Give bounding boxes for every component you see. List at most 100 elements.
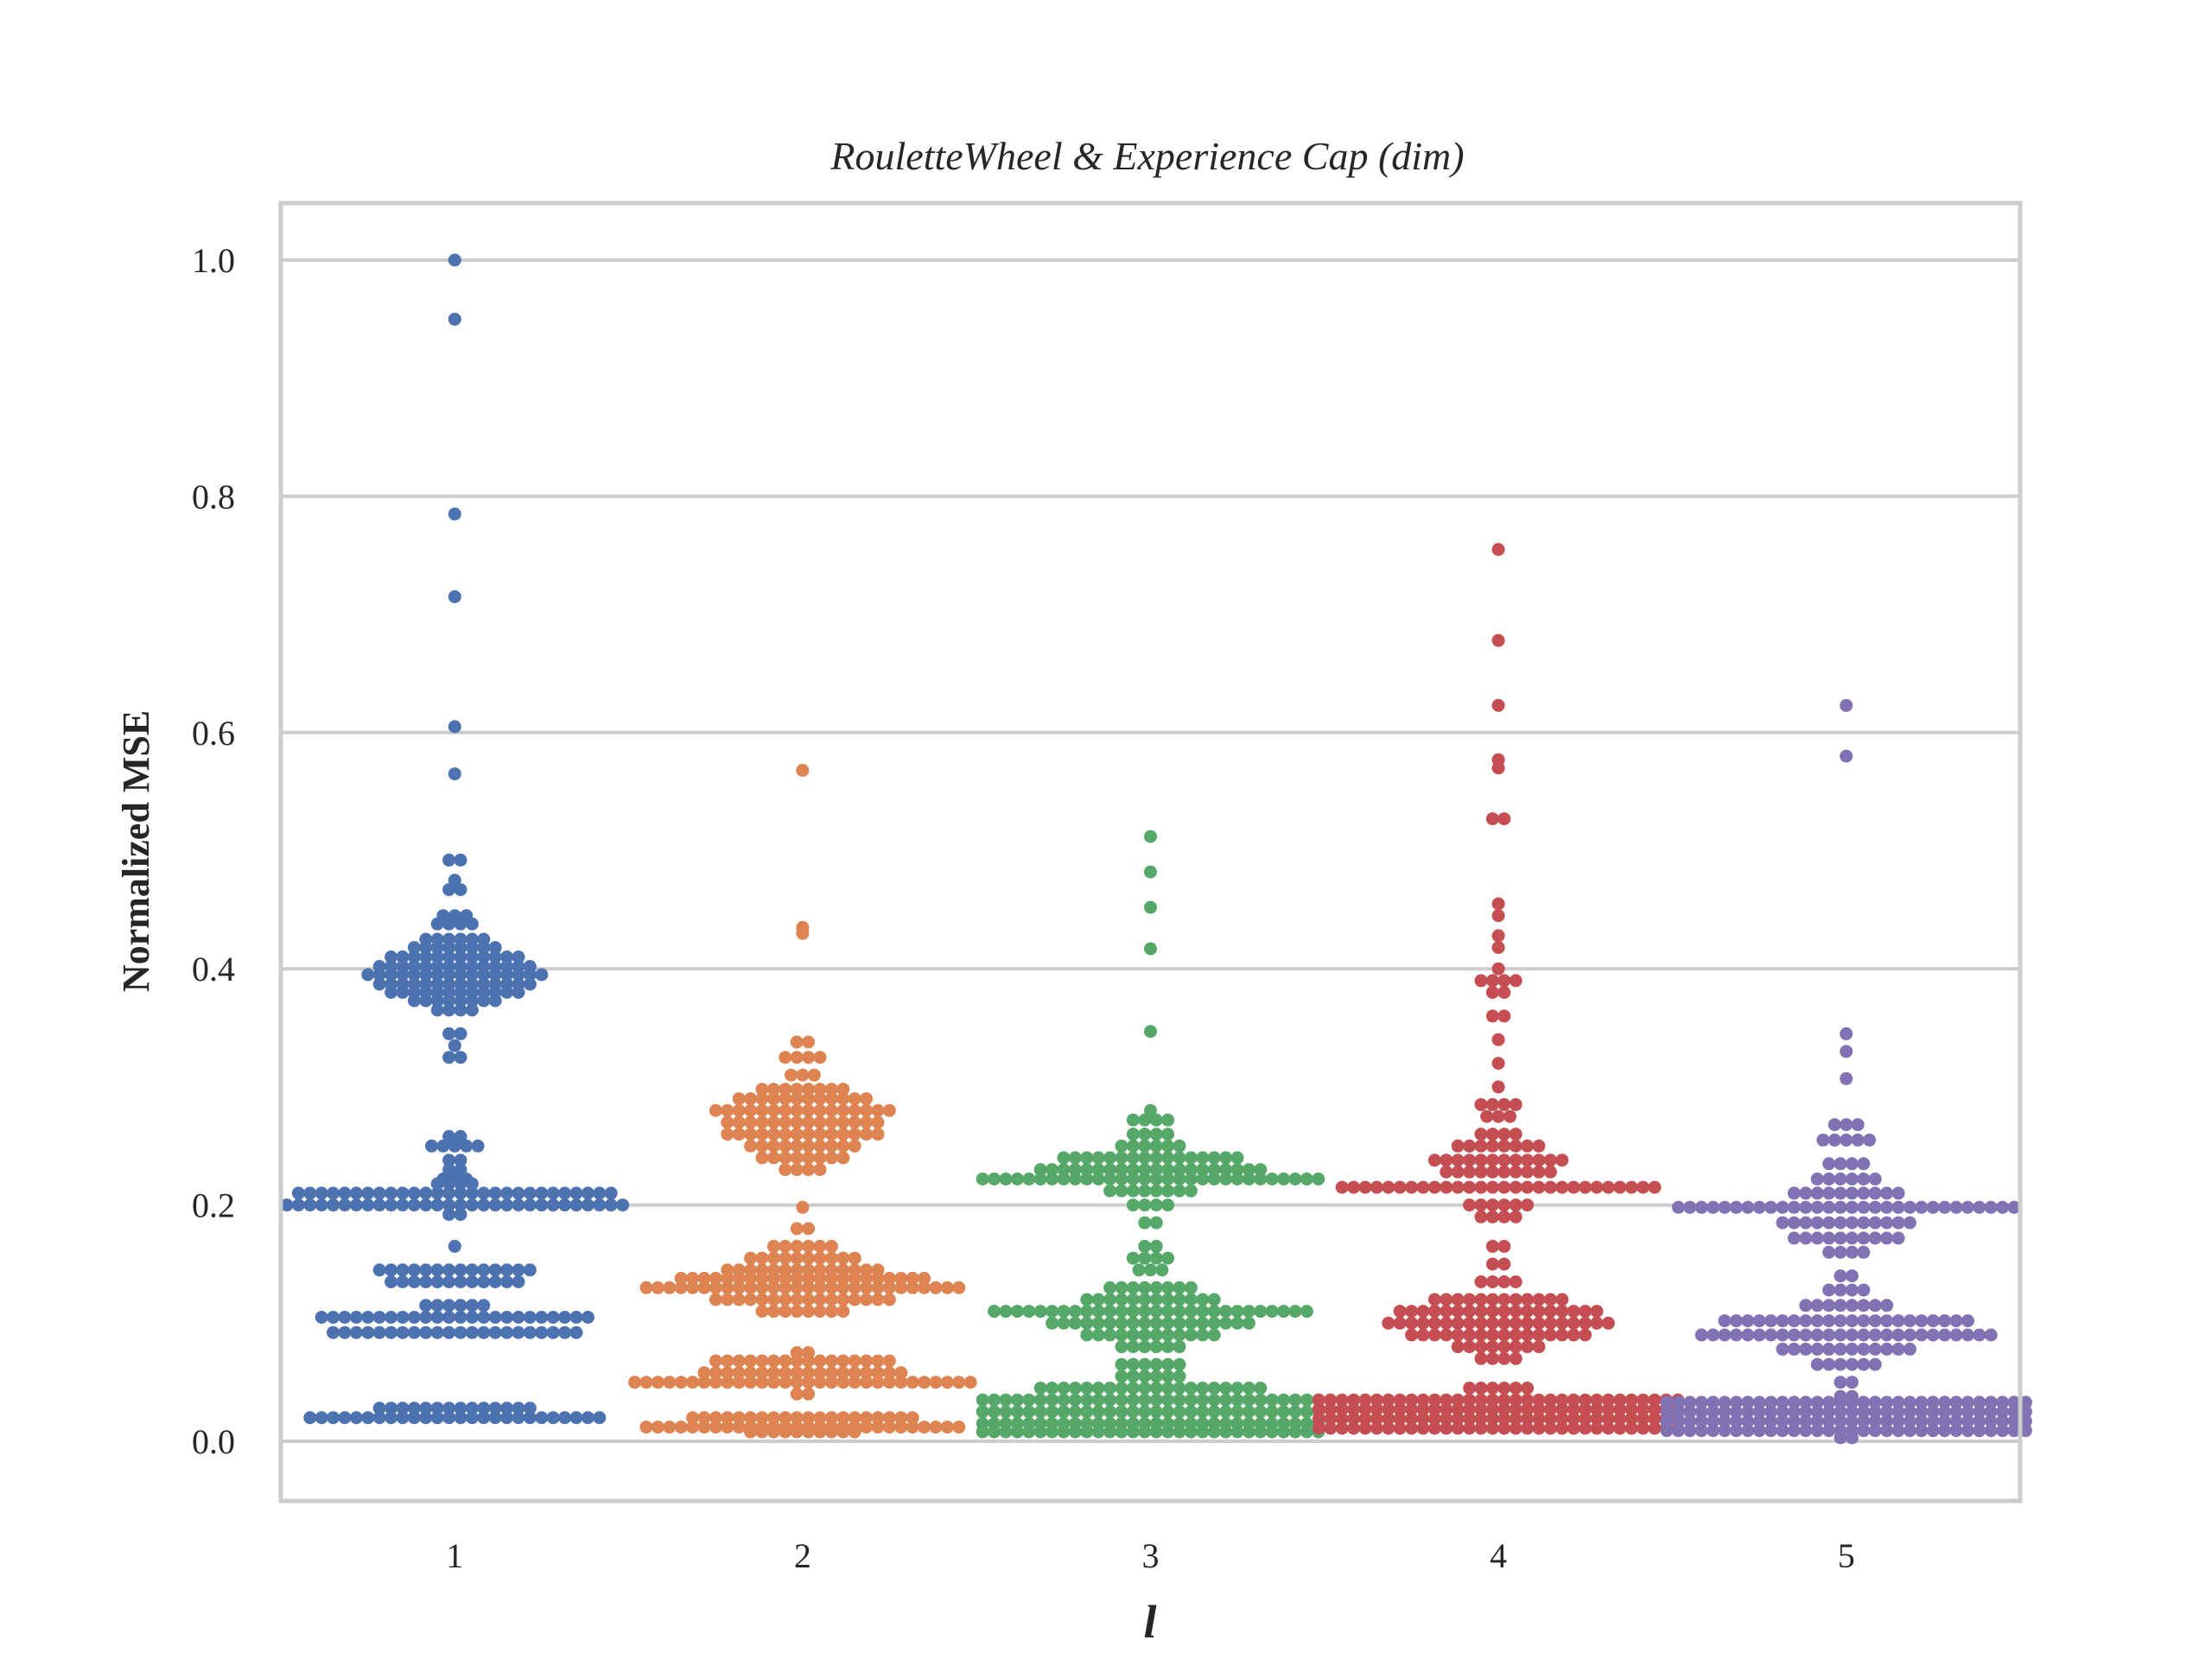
data-point (1184, 1382, 1198, 1395)
data-point (303, 1186, 317, 1200)
data-point (1033, 1163, 1047, 1177)
data-point (871, 1128, 885, 1141)
data-point (1196, 1173, 1210, 1185)
data-point (1984, 1395, 1998, 1409)
data-point (1184, 1163, 1198, 1177)
data-point (1485, 1340, 1499, 1354)
data-point (1868, 1342, 1882, 1356)
data-point (2007, 1200, 2021, 1214)
data-point (1903, 1342, 1916, 1356)
data-point (448, 1139, 461, 1153)
data-point (1799, 1314, 1813, 1328)
data-point (802, 1103, 816, 1117)
data-point (1509, 974, 1522, 988)
data-point (396, 1198, 410, 1212)
data-point (813, 1366, 827, 1380)
y-tick-label: 0.6 (192, 714, 235, 753)
data-point (1509, 1421, 1522, 1435)
data-point (1033, 1393, 1047, 1407)
data-point (1463, 1382, 1477, 1395)
data-point (766, 1376, 780, 1389)
data-point (1579, 1328, 1592, 1342)
data-point (1996, 1405, 2010, 1419)
data-point (824, 1092, 838, 1106)
data-point (407, 1311, 421, 1324)
data-point (1091, 1305, 1105, 1319)
data-point (1996, 1424, 2010, 1438)
data-point (1984, 1424, 1998, 1438)
data-point (1091, 1316, 1105, 1330)
data-point (448, 253, 461, 267)
data-point (1091, 1293, 1105, 1306)
data-point (1822, 1231, 1836, 1245)
data-point (454, 1003, 467, 1017)
data-point (535, 1198, 549, 1212)
data-point (1184, 1293, 1198, 1306)
x-tick-label: 5 (1838, 1536, 1855, 1575)
data-point (1440, 1154, 1453, 1167)
data-point (1046, 1316, 1059, 1330)
data-point (1474, 974, 1488, 988)
data-point (465, 950, 479, 963)
data-point (442, 1198, 456, 1212)
data-point (1624, 1393, 1638, 1407)
data-point (1810, 1200, 1824, 1214)
data-point (1509, 1393, 1522, 1407)
data-point (1451, 1154, 1465, 1167)
data-point (779, 1051, 792, 1065)
data-point (1543, 1421, 1557, 1435)
data-point (1532, 1305, 1546, 1319)
data-point (1840, 1118, 1853, 1132)
data-point (1485, 1382, 1499, 1395)
data-point (488, 950, 502, 963)
data-point (1161, 1328, 1175, 1342)
data-point (1915, 1328, 1929, 1342)
data-point (1509, 1382, 1522, 1395)
data-point (766, 1251, 780, 1265)
data-point (1427, 1293, 1441, 1306)
data-point (385, 1186, 398, 1200)
data-point (1115, 1173, 1128, 1185)
data-point (1010, 1173, 1024, 1185)
data-point (1752, 1314, 1766, 1328)
data-point (1624, 1180, 1638, 1194)
data-point (442, 1263, 456, 1277)
data-point (1521, 1328, 1535, 1342)
data-point (755, 1151, 769, 1165)
data-point (802, 1271, 816, 1285)
data-point (512, 1311, 525, 1324)
data-point (2007, 1424, 2021, 1438)
series-5 (1660, 698, 2032, 1445)
data-point (1555, 1412, 1569, 1426)
data-point (396, 1186, 410, 1200)
data-point (1161, 1139, 1175, 1153)
data-point (766, 1128, 780, 1141)
data-point (454, 1411, 467, 1425)
data-point (755, 1116, 769, 1129)
data-point (1115, 1281, 1128, 1294)
data-point (448, 720, 461, 734)
data-point (1938, 1328, 1952, 1342)
data-point (1126, 1340, 1140, 1354)
data-point (558, 1325, 572, 1339)
data-point (1184, 1305, 1198, 1319)
data-point (1126, 1163, 1140, 1177)
data-point (1880, 1200, 1894, 1214)
data-point (1845, 1395, 1859, 1409)
data-point (1845, 1328, 1859, 1342)
data-point (824, 1083, 838, 1096)
data-point (755, 1128, 769, 1141)
data-point (1080, 1382, 1094, 1395)
data-point (1903, 1200, 1916, 1214)
data-point (385, 1198, 398, 1212)
data-point (1840, 698, 1853, 712)
data-point (1440, 1402, 1453, 1416)
data-point (988, 1405, 1001, 1419)
data-point (1463, 1293, 1477, 1306)
data-point (1149, 1340, 1163, 1354)
data-point (1880, 1186, 1894, 1200)
data-point (1393, 1316, 1407, 1330)
data-point (1799, 1328, 1813, 1342)
data-point (1440, 1393, 1453, 1407)
data-point (802, 1035, 816, 1049)
